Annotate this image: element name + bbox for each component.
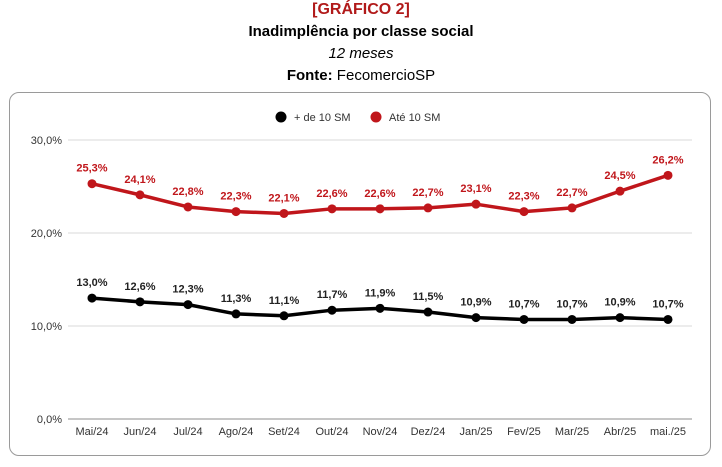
data-label: 11,5%: [413, 291, 444, 303]
x-tick-label: Dez/24: [411, 426, 446, 438]
data-point: [279, 208, 289, 218]
data-point: [183, 202, 193, 212]
data-point: [423, 203, 433, 213]
x-tick-label: Nov/24: [363, 426, 398, 438]
data-point: [135, 297, 145, 307]
data-point: [663, 170, 673, 180]
data-point: [471, 313, 481, 323]
data-label: 23,1%: [460, 183, 491, 195]
data-point: [423, 307, 433, 317]
x-tick-label: Jan/25: [459, 426, 492, 438]
data-label: 10,9%: [604, 297, 635, 309]
data-label: 10,7%: [508, 298, 539, 310]
data-point: [327, 204, 337, 214]
data-point: [87, 293, 97, 303]
data-point: [87, 179, 97, 189]
data-label: 22,7%: [412, 187, 443, 199]
x-tick-label: Jun/24: [123, 426, 156, 438]
data-point: [663, 314, 673, 324]
data-label: 22,1%: [268, 192, 299, 204]
data-label: 11,9%: [365, 287, 396, 299]
data-label: 25,3%: [76, 163, 107, 175]
chart-tag: [GRÁFICO 2]: [312, 1, 410, 18]
source-label: Fonte:: [286, 67, 333, 84]
data-point: [279, 311, 289, 321]
data-point: [231, 309, 241, 319]
data-point: [375, 303, 385, 313]
data-point: [183, 300, 193, 310]
data-label: 26,2%: [652, 154, 683, 166]
data-label: 22,3%: [220, 191, 251, 203]
x-tick-label: Ago/24: [219, 426, 254, 438]
legend-label: Até 10 SM: [389, 112, 440, 124]
data-point: [519, 207, 529, 217]
data-point: [615, 186, 625, 196]
data-point: [567, 314, 577, 324]
y-tick-label: 20,0%: [31, 228, 62, 240]
data-label: 12,6%: [124, 281, 155, 293]
data-label: 11,3%: [221, 293, 252, 305]
data-label: 24,5%: [604, 170, 635, 182]
legend-marker: [275, 111, 287, 123]
x-tick-label: Jul/24: [173, 426, 202, 438]
data-label: 11,1%: [269, 295, 300, 307]
chart-frame: [9, 92, 711, 456]
x-tick-label: mai./25: [650, 426, 686, 438]
x-tick-label: Mar/25: [555, 426, 589, 438]
data-label: 12,3%: [172, 284, 203, 296]
x-tick-label: Out/24: [315, 426, 348, 438]
data-point: [567, 203, 577, 213]
chart-source: Fonte: FecomercioSP: [0, 67, 722, 84]
data-point: [135, 190, 145, 200]
legend-marker: [370, 111, 382, 123]
chart-subtitle: 12 meses: [328, 45, 394, 62]
x-tick-label: Abr/25: [604, 426, 636, 438]
data-label: 13,0%: [76, 277, 107, 289]
data-label: 22,3%: [508, 191, 539, 203]
y-tick-label: 30,0%: [31, 135, 62, 147]
x-tick-label: Fev/25: [507, 426, 541, 438]
data-label: 10,7%: [556, 298, 587, 310]
data-label: 11,7%: [317, 289, 348, 301]
data-label: 22,6%: [364, 188, 395, 200]
data-point: [327, 305, 337, 315]
source-value: FecomercioSP: [332, 67, 436, 84]
data-label: 22,8%: [172, 186, 203, 198]
data-point: [375, 204, 385, 214]
data-point: [615, 313, 625, 323]
data-point: [519, 314, 529, 324]
data-point: [231, 207, 241, 217]
data-label: 10,9%: [460, 297, 491, 309]
data-label: 24,1%: [124, 174, 155, 186]
y-tick-label: 0,0%: [37, 414, 62, 426]
y-tick-label: 10,0%: [31, 321, 62, 333]
data-label: 10,7%: [652, 298, 683, 310]
x-tick-label: Mai/24: [75, 426, 108, 438]
chart-title: Inadimplência por classe social: [248, 23, 474, 40]
data-point: [471, 199, 481, 209]
x-tick-label: Set/24: [268, 426, 300, 438]
legend-label: + de 10 SM: [294, 112, 351, 124]
data-label: 22,6%: [316, 188, 347, 200]
data-label: 22,7%: [556, 187, 587, 199]
